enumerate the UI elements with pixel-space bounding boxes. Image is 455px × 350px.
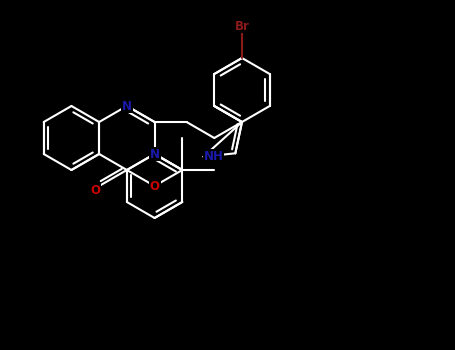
Text: O: O <box>90 183 100 196</box>
Text: N: N <box>122 99 132 112</box>
Text: NH: NH <box>203 150 223 163</box>
Text: N: N <box>150 147 160 161</box>
Text: Br: Br <box>235 20 249 33</box>
Text: O: O <box>150 180 160 193</box>
